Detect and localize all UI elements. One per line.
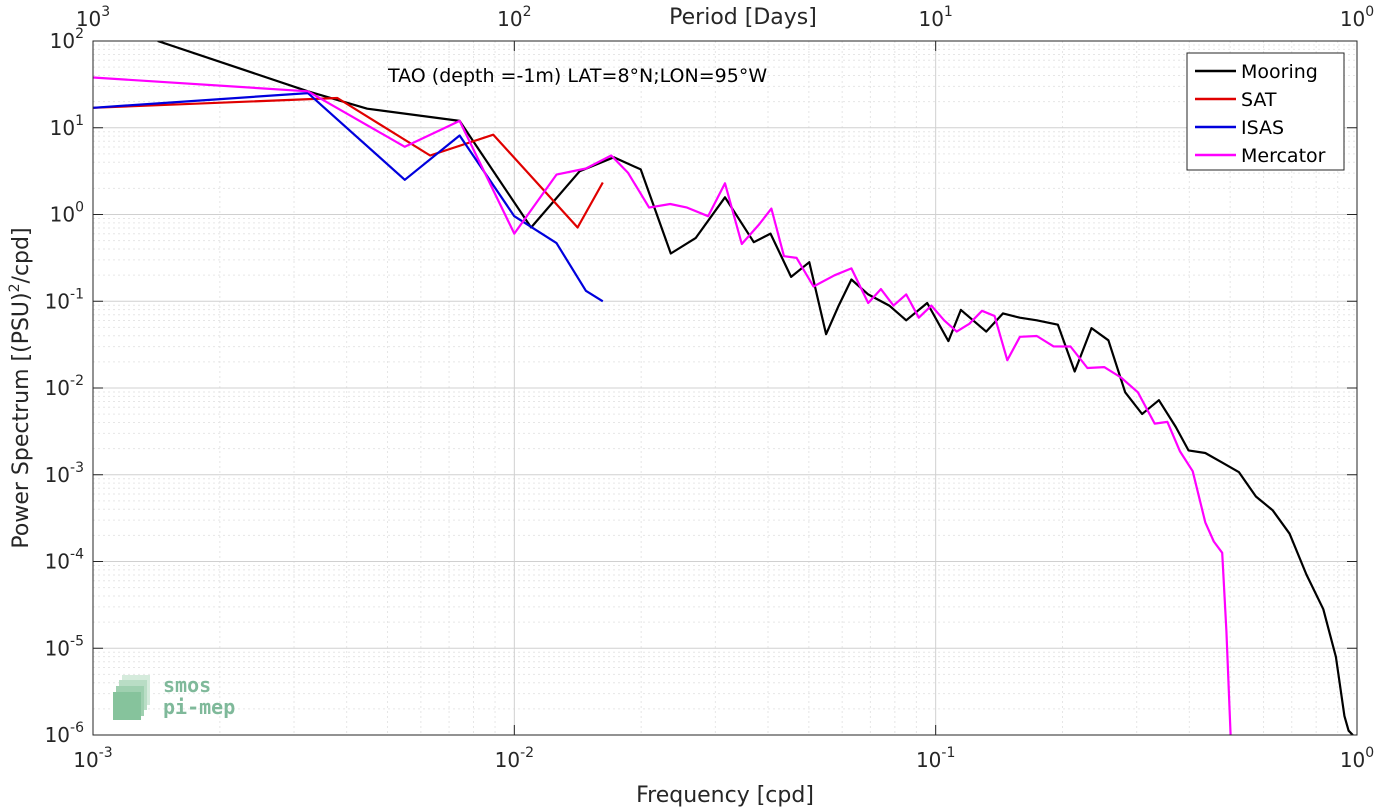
legend: Mooring SAT ISAS Mercator <box>1186 52 1345 171</box>
top-tick-label: 103 <box>76 4 110 31</box>
y-tick-label: 10-4 <box>45 547 85 574</box>
series-line-mercator <box>93 76 1232 735</box>
x-tick-label: 10-2 <box>495 745 534 772</box>
top-tick-label: 100 <box>1340 4 1374 31</box>
y-axis-label-pre: Power Spectrum [(PSU) <box>9 292 34 548</box>
logo-text-smos: smos <box>163 673 211 697</box>
y-axis-label: Power Spectrum [(PSU)2/cpd] <box>7 227 34 548</box>
y-tick-label: 101 <box>50 113 84 140</box>
top-tick-label: 101 <box>918 4 952 31</box>
tick-marks <box>92 40 1358 736</box>
legend-label-isas: ISAS <box>1241 117 1284 139</box>
y-axis-label-sup: 2 <box>7 283 23 292</box>
chart-annotation: TAO (depth =-1m) LAT=8°N;LON=95°W <box>387 65 767 87</box>
logo-layer-4 <box>113 692 141 720</box>
minor-grid <box>93 41 1357 735</box>
x-tick-label: 10-3 <box>73 745 112 772</box>
y-tick-label: 10-5 <box>45 633 84 660</box>
series-layer <box>93 41 1354 735</box>
series-line-sat <box>93 96 604 229</box>
y-tick-label: 100 <box>50 200 84 227</box>
x-axis-label: Frequency [cpd] <box>636 783 814 808</box>
series-line-mooring <box>157 41 1354 735</box>
y-tick-label: 10-6 <box>45 720 85 747</box>
legend-label-mercator: Mercator <box>1241 145 1326 167</box>
legend-label-mooring: Mooring <box>1241 61 1318 83</box>
y-axis-label-post: /cpd] <box>9 227 34 283</box>
y-tick-label: 102 <box>50 26 84 53</box>
legend-items: Mooring SAT ISAS Mercator <box>1195 61 1326 167</box>
smos-pimep-logo: smos pi-mep <box>113 673 235 720</box>
y-tick-label: 10-1 <box>45 286 84 313</box>
top-tick-label: 102 <box>497 4 531 31</box>
legend-label-sat: SAT <box>1241 89 1277 111</box>
logo-text-pimep: pi-mep <box>163 695 235 719</box>
top-axis-label: Period [Days] <box>669 5 817 30</box>
x-tick-label: 100 <box>1340 745 1374 772</box>
y-tick-label: 10-2 <box>45 373 84 400</box>
x-tick-label: 10-1 <box>916 745 955 772</box>
y-tick-label: 10-3 <box>45 460 84 487</box>
legend-box <box>1186 52 1345 171</box>
